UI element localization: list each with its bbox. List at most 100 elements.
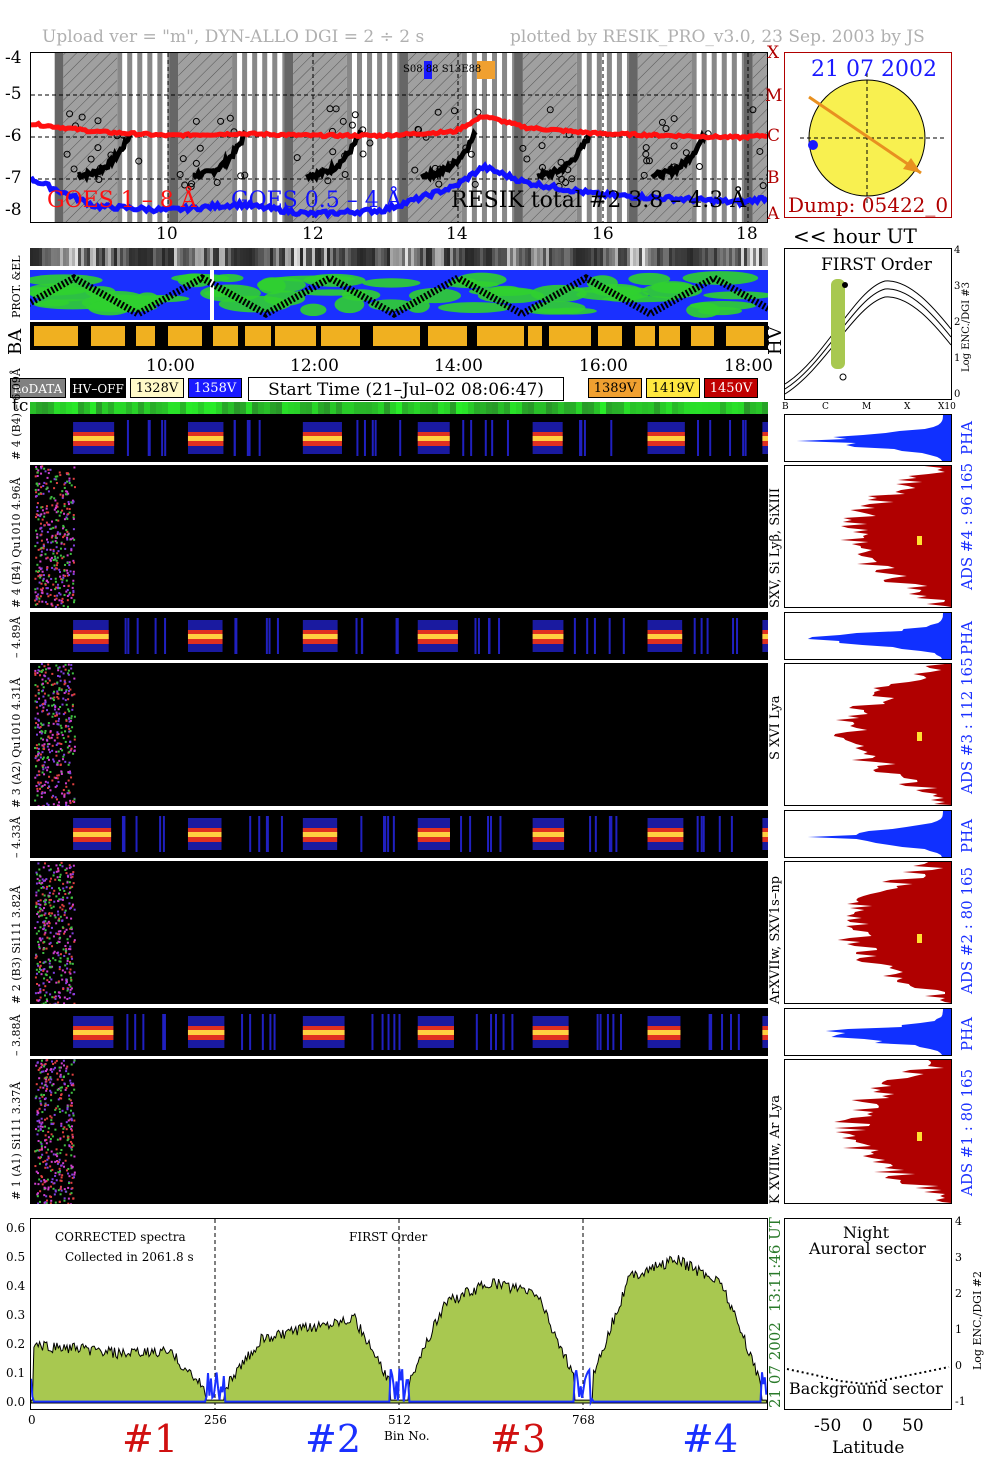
legend-hvoff: HV–OFF [70,378,126,398]
lc-xtick: 18 [736,224,758,244]
prot-el-label: PROT. &EL [10,255,23,318]
spec-xtick: 0 [28,1413,36,1427]
orbit-panel: Night Auroral sector Background sector [784,1218,952,1410]
spec-ytick: 0.4 [6,1279,26,1293]
tc-label: tc [12,396,29,416]
legend-resik: RESIK total #2 3.8 – 4.3 Å [451,188,747,213]
pha-strip-ch3 [30,612,837,660]
spectrum-panel: CORRECTED spectra Collected in 2061.8 s … [30,1218,768,1410]
marker-s13 [477,61,495,79]
orbit-ytick: 0 [955,1359,962,1372]
legend-goes-long: GOES 1 – 8 Å [47,188,197,213]
orbit-ylabel: Log ENC./DGI #2 [971,1270,984,1370]
el-strip [30,248,768,266]
fo-xtick: M [862,402,872,412]
time-tick: 16:00 [579,356,628,376]
ch1-spec-label: # 1 (A1) Si111 3.37Å [10,1081,23,1200]
pha-strip-ch1 [30,1008,843,1056]
ch1-lines: K XVIIIw, Ar Lya [768,1095,783,1204]
fo-xtick: X [904,402,911,412]
sun-date: 21 07 2002 [811,57,937,82]
ch2-ads: ADS #2 : 80 165 [958,866,976,994]
sun-panel: 21 07 2002 Dump: 05422_0 [784,52,952,218]
orbit-ytick: 2 [955,1287,962,1300]
ch4-ads: ADS #4 : 96 165 [958,462,976,590]
orbit-night: Night [843,1223,890,1242]
pha-hist-ch4 [784,414,952,462]
time-tick: 14:00 [434,356,483,376]
spec-hist-ch3 [784,663,952,806]
spectrogram-ch1 [30,1059,768,1206]
orbit-ytick: -1 [955,1395,966,1408]
lc-ytick: -7 [5,168,22,188]
spec-xlabel: Bin No. [384,1429,430,1443]
pha-hist-ch3 [784,612,952,660]
spec-xtick: 512 [388,1413,411,1427]
spectrum-collected: Collected in 2061.8 s [65,1250,194,1264]
goes-class: A [767,204,780,224]
first-order-panel: FIRST Order [784,248,952,400]
spectrogram-ch2 [30,861,768,1006]
spectrum-title: CORRECTED spectra [55,1230,186,1244]
first-order-ylabel: Log ENC./DGI #3 [961,281,972,372]
ch1-pha: PHA [958,1016,976,1051]
legend-goes-short: GOES 0.5 – 4 Å [231,188,402,213]
orbit-profile [786,1366,950,1386]
channel-label-3: #3 [490,1417,547,1461]
spec-ytick: 0.5 [6,1250,26,1264]
spec-hist-ch2 [784,861,952,1004]
ch3-pha: PHA [958,620,976,655]
spectrum-blue-line [31,1367,767,1406]
ch4-lines: SXV, Si Lyβ, SiXIII [768,488,783,608]
orbit-xlabel: Latitude [832,1438,905,1458]
goes-class: M [765,86,783,106]
orbit-xtick: -50 [814,1416,842,1436]
channel-label-4: #4 [682,1417,739,1461]
goes-class: B [767,168,780,188]
lc-xtick: 10 [156,224,178,244]
header-left: Upload ver = "m", DYN-ALLO DGI = 2 ÷ 2 s [42,27,425,47]
lc-ytick: -4 [5,48,22,68]
spectrogram-ch4 [30,465,768,610]
pha-hist-ch2 [784,810,952,858]
channel-label-2: #2 [305,1417,362,1461]
goes-class: X [767,43,780,63]
spec-xtick: 768 [572,1413,595,1427]
spec-ytick: 0.1 [6,1366,26,1380]
spec-xtick: 256 [204,1413,227,1427]
fo-xtick: B [782,402,789,412]
fo-ytick: 0 [954,389,961,400]
spec-ytick: 0.2 [6,1337,26,1351]
lightcurve-panel: S08 88 S13E88 GOES 1 – 8 Å GOES 0.5 – 4 … [30,52,768,223]
pha-hist-ch1 [784,1008,952,1056]
ch4-spec-label: # 4 (B4) Qu1010 4.96Å [10,477,23,608]
pha-strip-ch4 [30,414,836,462]
fo-xtick: C [822,402,829,412]
legend-1328v: 1328V [130,378,184,398]
ch2-lines: ArXVIIw, SXV1s–np [768,875,783,1004]
hour-ut-label: << hour UT [793,224,917,248]
spectrum-date: 21 07 2002 [766,1322,784,1408]
prot-strip [30,270,768,320]
lc-xtick: 16 [592,224,614,244]
legend-1450v: 1450V [704,378,758,398]
spectrum-area [31,1255,767,1404]
ba-label: BA [5,328,26,355]
marker-labels: S08 88 S13E88 [403,64,482,75]
spec-ytick: 0.0 [6,1395,26,1409]
marker-s08 [424,61,432,79]
spectrum-order: FIRST Order [349,1230,428,1244]
spec-hist-ch4 [784,465,952,608]
lightcurve-svg [31,53,767,222]
lc-xtick: 14 [446,224,468,244]
goes-long-series [31,114,767,142]
fo-ytick: 1 [954,353,961,364]
legend-1358v: 1358V [188,378,242,398]
spectrogram-ch3 [30,663,768,808]
ch1-pha-label: – 3.88Å [10,1014,23,1056]
lc-xtick: 12 [302,224,324,244]
goes-class: C [767,126,781,146]
lc-ytick: -8 [5,200,22,220]
lc-ytick: -5 [5,84,22,104]
start-time-box: Start Time (21–Jul–02 08:06:47) [248,377,564,401]
